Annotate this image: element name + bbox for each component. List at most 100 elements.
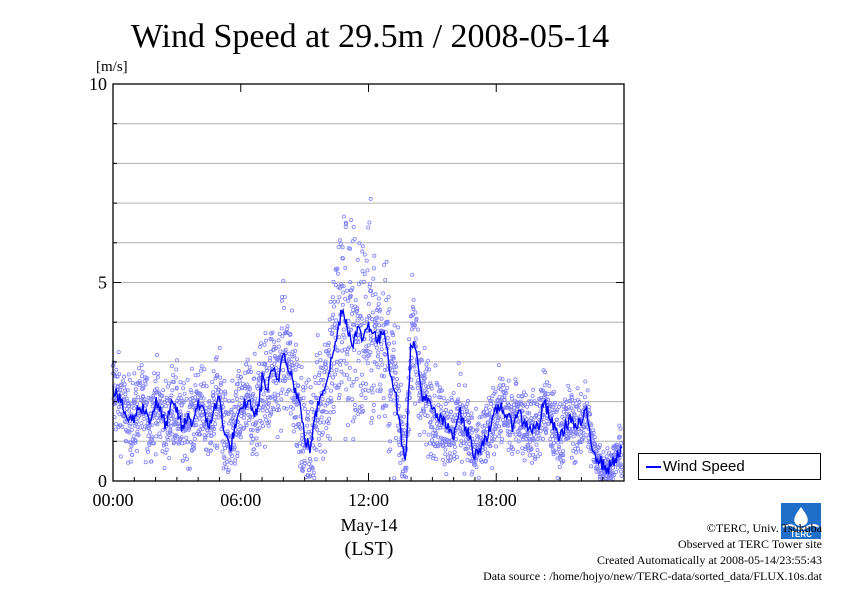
scatter-point bbox=[158, 434, 163, 439]
scatter-point bbox=[208, 413, 213, 418]
scatter-point bbox=[330, 324, 335, 329]
scatter-point bbox=[154, 386, 159, 391]
scatter-point bbox=[336, 385, 341, 390]
scatter-point bbox=[122, 382, 127, 387]
scatter-point bbox=[564, 411, 569, 416]
scatter-point bbox=[272, 391, 277, 396]
scatter-point bbox=[272, 361, 277, 366]
scatter-point bbox=[438, 440, 443, 445]
scatter-point bbox=[334, 385, 339, 390]
scatter-point bbox=[411, 307, 416, 312]
scatter-point bbox=[298, 426, 303, 431]
scatter-point bbox=[331, 409, 336, 414]
scatter-point bbox=[382, 403, 387, 408]
scatter-point bbox=[295, 401, 300, 406]
scatter-point bbox=[514, 437, 519, 442]
scatter-point bbox=[269, 363, 274, 368]
scatter-point bbox=[162, 466, 167, 471]
scatter-point bbox=[555, 440, 560, 445]
scatter-point bbox=[389, 359, 394, 364]
scatter-point bbox=[281, 278, 286, 283]
scatter-point bbox=[568, 430, 573, 435]
terc-logo-icon: TERC bbox=[781, 503, 821, 539]
scatter-point bbox=[415, 327, 420, 332]
scatter-point bbox=[316, 417, 321, 422]
scatter-point bbox=[133, 438, 138, 443]
scatter-point bbox=[249, 434, 254, 439]
scatter-point bbox=[169, 393, 174, 398]
scatter-point bbox=[393, 361, 398, 366]
scatter-point bbox=[534, 442, 539, 447]
scatter-point bbox=[197, 416, 202, 421]
legend-swatch bbox=[646, 466, 661, 468]
scatter-point bbox=[279, 397, 284, 402]
scatter-point bbox=[325, 398, 330, 403]
scatter-point bbox=[273, 395, 278, 400]
scatter-point bbox=[157, 431, 162, 436]
scatter-point bbox=[326, 341, 331, 346]
scatter-point bbox=[238, 429, 243, 434]
scatter-point bbox=[257, 344, 262, 349]
scatter-point bbox=[320, 397, 325, 402]
scatter-point bbox=[403, 475, 408, 480]
scatter-point bbox=[553, 438, 558, 443]
scatter-point bbox=[369, 337, 374, 342]
scatter-point bbox=[400, 422, 405, 427]
scatter-point bbox=[442, 462, 447, 467]
scatter-point bbox=[226, 412, 231, 417]
scatter-point bbox=[358, 383, 363, 388]
scatter-point bbox=[534, 414, 539, 419]
x-tick-label: 06:00 bbox=[220, 490, 261, 510]
scatter-point bbox=[362, 321, 367, 326]
scatter-point bbox=[378, 389, 383, 394]
scatter-point bbox=[174, 367, 179, 372]
scatter-point bbox=[200, 413, 205, 418]
scatter-point bbox=[230, 378, 235, 383]
scatter-point bbox=[558, 402, 563, 407]
scatter-point bbox=[531, 438, 536, 443]
scatter-point bbox=[238, 424, 243, 429]
scatter-point bbox=[348, 327, 353, 332]
scatter-point bbox=[254, 420, 259, 425]
scatter-point bbox=[513, 432, 518, 437]
scatter-point bbox=[364, 258, 369, 263]
scatter-point bbox=[342, 372, 347, 377]
scatter-point bbox=[350, 397, 355, 402]
scatter-point bbox=[455, 399, 460, 404]
scatter-point bbox=[293, 348, 298, 353]
scatter-point bbox=[446, 459, 451, 464]
scatter-point bbox=[357, 241, 362, 246]
scatter-point bbox=[398, 382, 403, 387]
series-line-wind-speed bbox=[112, 307, 623, 475]
scatter-point bbox=[343, 296, 348, 301]
y-axis-unit: [m/s] bbox=[96, 59, 128, 75]
scatter-point bbox=[332, 361, 337, 366]
scatter-point bbox=[307, 456, 312, 461]
scatter-point bbox=[352, 402, 357, 407]
scatter-point bbox=[332, 322, 337, 327]
scatter-point bbox=[263, 414, 268, 419]
scatter-point bbox=[576, 403, 581, 408]
scatter-point bbox=[384, 403, 389, 408]
scatter-point bbox=[220, 449, 225, 454]
scatter-point bbox=[378, 387, 383, 392]
scatter-point bbox=[438, 404, 443, 409]
scatter-point bbox=[130, 380, 135, 385]
y-tick-label: 10 bbox=[89, 74, 107, 94]
scatter-point bbox=[199, 364, 204, 369]
scatter-point bbox=[312, 375, 317, 380]
scatter-point bbox=[595, 448, 600, 453]
scatter-point bbox=[252, 351, 257, 356]
scatter-point bbox=[370, 310, 375, 315]
scatter-point bbox=[216, 387, 221, 392]
y-tick-label: 5 bbox=[98, 273, 107, 293]
scatter-point bbox=[463, 383, 468, 388]
scatter-point bbox=[255, 427, 260, 432]
scatter-point bbox=[555, 450, 560, 455]
scatter-point bbox=[581, 435, 586, 440]
scatter-point bbox=[507, 440, 512, 445]
scatter-point bbox=[413, 369, 418, 374]
scatter-point bbox=[397, 443, 402, 448]
scatter-point bbox=[417, 393, 422, 398]
scatter-point bbox=[213, 357, 218, 362]
